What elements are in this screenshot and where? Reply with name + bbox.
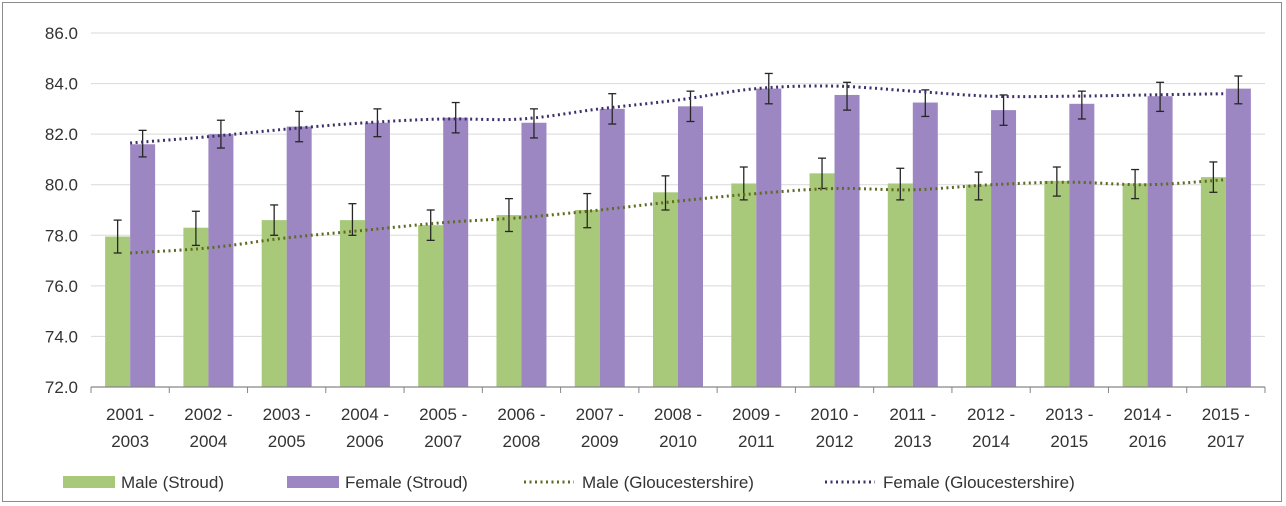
x-tick-label: 2009: [581, 432, 619, 451]
legend-female-stroud-swatch: [287, 476, 339, 488]
y-tick-label: 80.0: [45, 176, 78, 195]
y-tick-label: 86.0: [45, 24, 78, 43]
x-tick-label: 2015: [1050, 432, 1088, 451]
x-tick-label: 2006: [346, 432, 384, 451]
x-tick-label: 2010: [659, 432, 697, 451]
y-tick-label: 76.0: [45, 277, 78, 296]
x-tick-label: 2005 -: [419, 405, 467, 424]
female-stroud-bar: [599, 108, 625, 387]
male-stroud-bar: [574, 210, 600, 387]
life-expectancy-chart: 72.0 74.0 76.0 78.0 80.0 82.0 84.0 86.0 2001 - 20…: [45, 24, 1266, 492]
x-tick-label: 2013: [894, 432, 932, 451]
male-stroud-bar: [1200, 177, 1226, 387]
x-tick-label: 2007: [424, 432, 462, 451]
male-stroud-bar: [887, 183, 913, 387]
x-tick-label: 2010 -: [810, 405, 858, 424]
legend-female-gloucestershire-label: Female (Gloucestershire): [883, 473, 1075, 492]
x-tick-label: 2001 -: [106, 405, 154, 424]
y-tick-label: 72.0: [45, 378, 78, 397]
line-layer: [130, 84, 1226, 255]
x-tick-label: 2017: [1207, 432, 1245, 451]
legend: Male (Stroud) Female (Stroud) Male (Glouce…: [63, 473, 1075, 492]
female-stroud-bar: [286, 126, 312, 388]
legend-male-gloucestershire-label: Male (Gloucestershire): [582, 473, 754, 492]
x-tick-label: 2008 -: [654, 405, 702, 424]
x-tick-label: 2009 -: [732, 405, 780, 424]
male-stroud-bar: [418, 225, 444, 387]
male-stroud-bar: [261, 220, 287, 387]
female-stroud-bar: [991, 110, 1017, 387]
y-tick-label: 84.0: [45, 75, 78, 94]
female-stroud-bar: [443, 117, 469, 387]
x-tick-label: 2011 -: [889, 405, 936, 424]
female-stroud-bar: [521, 122, 547, 387]
female-stroud-bar: [834, 94, 860, 387]
male-stroud-bar: [966, 184, 992, 387]
female-stroud-bar: [1147, 96, 1173, 387]
male-stroud-bar: [731, 183, 757, 387]
x-tick-label: 2007 -: [576, 405, 624, 424]
female-stroud-bar: [912, 102, 938, 388]
y-tick-label: 78.0: [45, 226, 78, 245]
male-stroud-bar: [1044, 180, 1070, 387]
female-stroud-bar: [208, 134, 234, 387]
x-tick-label: 2008: [503, 432, 541, 451]
x-tick-label: 2003 -: [263, 405, 311, 424]
female-stroud-bar: [1069, 103, 1095, 388]
x-tick-label: 2016: [1129, 432, 1167, 451]
female-stroud-bar: [756, 88, 782, 387]
x-tick-label: 2012 -: [967, 405, 1015, 424]
male-gloucestershire-line: [130, 178, 1226, 255]
x-tick-label: 2014 -: [1123, 405, 1171, 424]
y-tick-label: 74.0: [45, 327, 78, 346]
female-stroud-bar: [1225, 88, 1251, 387]
male-stroud-bar: [183, 227, 209, 387]
legend-female-stroud-label: Female (Stroud): [345, 473, 468, 492]
male-stroud-bar: [339, 220, 365, 387]
y-tick-label: 82.0: [45, 125, 78, 144]
female-gloucestershire-line: [130, 84, 1226, 145]
x-tick-label: 2003: [111, 432, 149, 451]
female-stroud-bar: [678, 106, 703, 387]
male-stroud-bar: [1122, 183, 1148, 387]
x-tick-label: 2006 -: [497, 405, 545, 424]
axis-layer: 72.0 74.0 76.0 78.0 80.0 82.0 84.0 86.0 2001 - 20…: [45, 24, 1266, 451]
male-stroud-bar: [653, 192, 678, 387]
x-tick-label: 2012: [816, 432, 854, 451]
male-stroud-bar: [809, 173, 835, 387]
x-tick-label: 2013 -: [1045, 405, 1093, 424]
x-tick-label: 2002 -: [184, 405, 232, 424]
error-bar-layer: [113, 72, 1243, 254]
x-tick-label: 2011: [738, 432, 775, 451]
x-tick-label: 2005: [268, 432, 306, 451]
legend-male-stroud-swatch: [63, 476, 115, 488]
male-stroud-bar: [105, 236, 131, 387]
x-tick-label: 2014: [972, 432, 1010, 451]
x-tick-label: 2004 -: [341, 405, 389, 424]
female-stroud-bar: [364, 122, 390, 387]
male-stroud-bar: [496, 215, 522, 387]
female-stroud-bar: [130, 144, 156, 387]
x-tick-label: 2015 -: [1202, 405, 1250, 424]
bar-layer: [105, 88, 1251, 388]
x-tick-label: 2004: [189, 432, 227, 451]
legend-male-stroud-label: Male (Stroud): [121, 473, 224, 492]
